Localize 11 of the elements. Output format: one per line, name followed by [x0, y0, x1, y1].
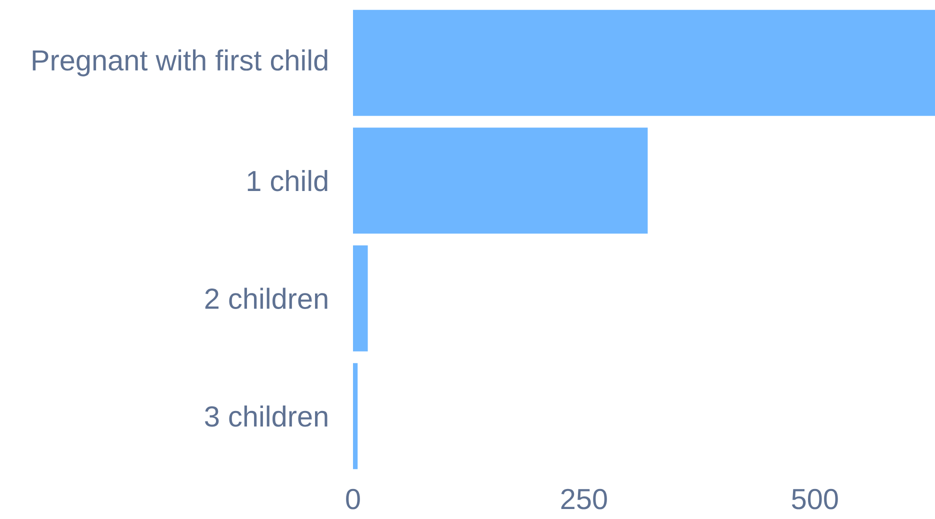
- y-tick-label: 2 children: [205, 288, 328, 309]
- bar: [353, 245, 368, 352]
- bar: [353, 363, 358, 470]
- x-tick-label: 500: [792, 488, 838, 510]
- y-tick-label: Pregnant with first child: [32, 49, 328, 76]
- x-tick-label: 250: [561, 488, 607, 510]
- bar: [353, 10, 935, 116]
- x-tick-label: 0: [346, 488, 360, 510]
- y-tick-label: 3 children: [204, 406, 328, 427]
- bar: [353, 128, 648, 234]
- y-tick-label: 1 child: [248, 170, 328, 192]
